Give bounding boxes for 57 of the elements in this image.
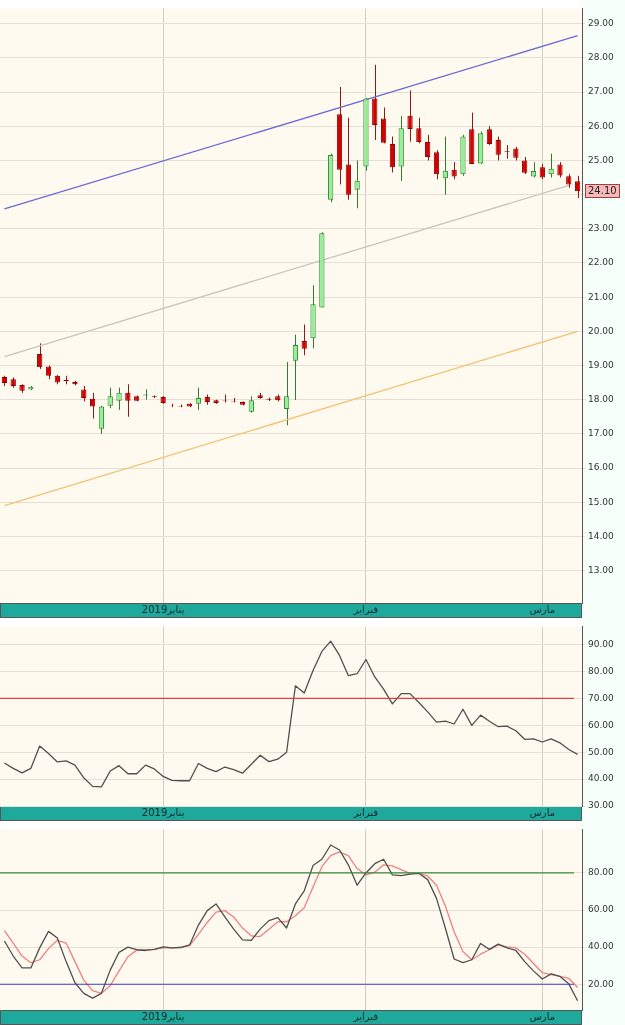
candlestick <box>389 136 396 173</box>
y-tick-label: 18.00 <box>588 394 615 405</box>
candlestick <box>574 175 581 199</box>
candlestick <box>125 383 131 418</box>
candlestick <box>416 117 422 144</box>
candlestick <box>301 324 307 356</box>
y-tick-label: 40.00 <box>588 941 615 952</box>
y-tick-label: 15.00 <box>588 496 615 507</box>
candlestick <box>425 134 431 161</box>
candlestick <box>283 361 290 426</box>
y-tick-label: 20.00 <box>588 325 615 336</box>
y-tick-label: 22.00 <box>588 257 615 268</box>
y-tick-label: 60.00 <box>588 904 615 915</box>
y-tick-label: 70.00 <box>588 692 615 703</box>
y-tick-label: 27.00 <box>588 86 615 97</box>
y-tick-label: 17.00 <box>588 428 615 439</box>
y-tick-label: 90.00 <box>588 639 615 650</box>
candlestick <box>107 387 113 409</box>
y-tick-label: 20.00 <box>588 978 615 989</box>
y-tick-label: 19.00 <box>588 359 615 370</box>
candlestick <box>407 89 413 143</box>
y-tick-label: 14.00 <box>588 530 615 541</box>
text: 24.10 <box>585 184 620 199</box>
x-tick-label: يناير2019 <box>141 1010 185 1022</box>
y-tick-label: 23.00 <box>588 223 615 234</box>
candlestick <box>486 125 493 146</box>
y-tick-label: 25.00 <box>588 154 615 165</box>
x-tick-label: يناير2019 <box>141 603 185 615</box>
x-tick-label: مارس <box>529 806 556 818</box>
y-tick-label: 50.00 <box>588 746 615 757</box>
candlestick <box>354 159 360 209</box>
y-tick-label: 26.00 <box>588 120 615 131</box>
y-tick-label: 28.00 <box>588 52 615 63</box>
y-tick-label: 60.00 <box>588 719 615 730</box>
y-tick-label: 16.00 <box>588 462 615 473</box>
y-tick-label: 40.00 <box>588 773 615 784</box>
x-tick-label: مارس <box>529 603 556 615</box>
y-tick-label: 21.00 <box>588 291 615 302</box>
x-tick-label: يناير2019 <box>141 806 185 818</box>
x-tick-label: فبراير <box>352 603 379 615</box>
y-tick-label: 80.00 <box>588 867 615 878</box>
candlestick <box>195 387 202 411</box>
y-tick-label: 30.00 <box>588 800 615 811</box>
candlestick <box>548 153 554 179</box>
candlestick <box>116 387 122 411</box>
y-tick-label: 29.00 <box>588 18 615 29</box>
x-tick-label: مارس <box>529 1010 556 1022</box>
x-tick-label: فبراير <box>352 806 379 818</box>
candlestick <box>98 405 105 435</box>
candlestick <box>495 136 501 161</box>
candlestick <box>292 334 299 401</box>
y-tick-label: 13.00 <box>588 564 615 575</box>
candlestick <box>380 107 387 144</box>
candlestick <box>89 392 96 419</box>
candlestick <box>433 149 440 180</box>
y-tick-label: 80.00 <box>588 665 615 676</box>
x-tick-label: فبراير <box>352 1010 379 1022</box>
